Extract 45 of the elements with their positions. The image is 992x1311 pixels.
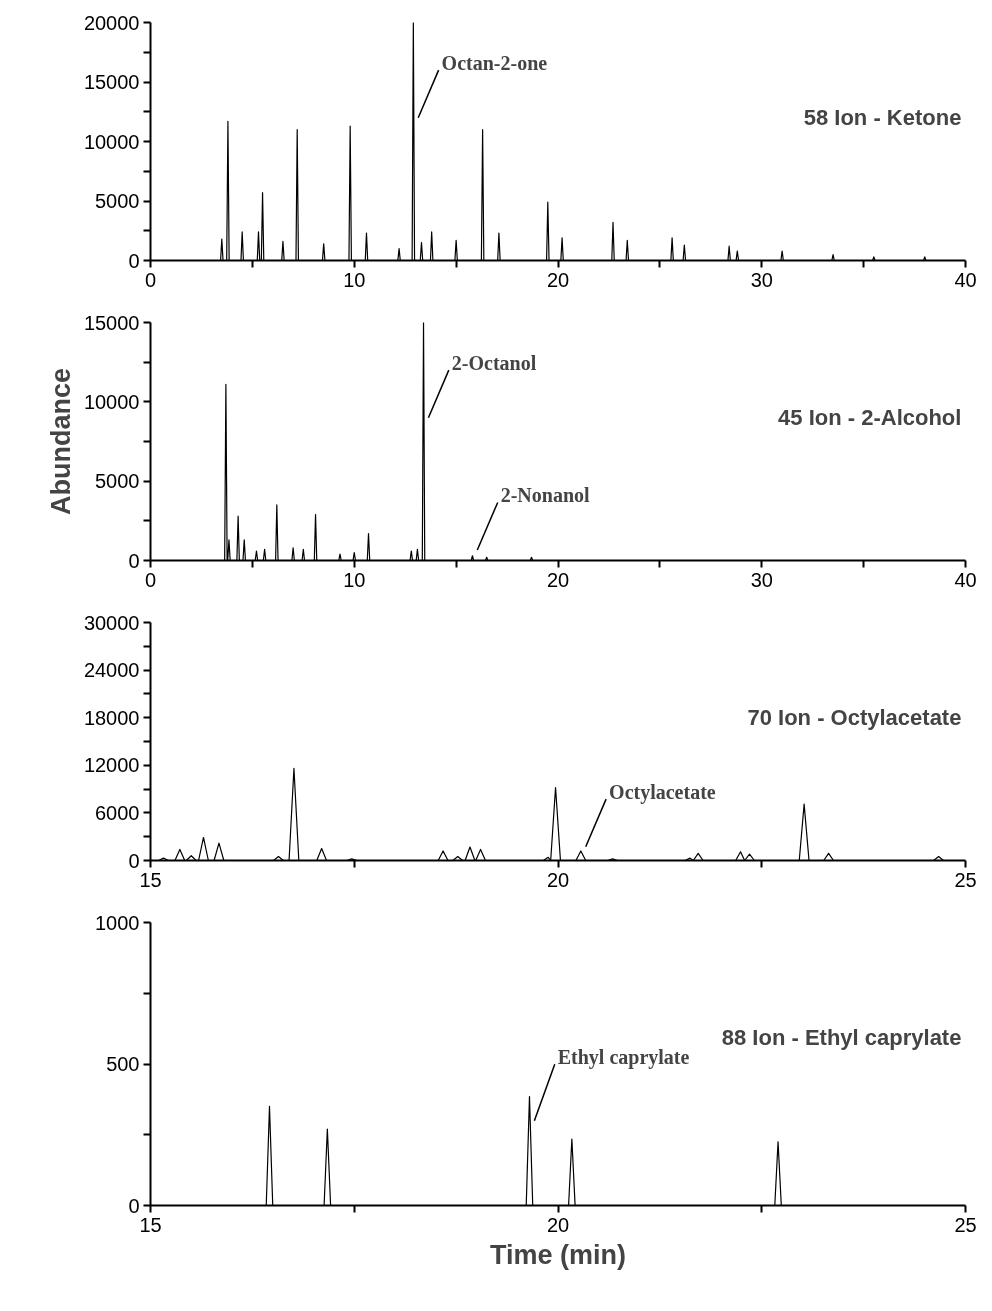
x-tick-label: 40	[954, 568, 977, 591]
annotation: 2-Octanol	[451, 352, 537, 375]
x-tick-label: 0	[144, 268, 157, 291]
text: 88 Ion - Ethyl caprylate	[721, 1024, 962, 1050]
y-tick-label: 18000	[83, 706, 140, 729]
y-tick-label: 10000	[83, 130, 140, 153]
annotation: 2-Nonanol	[500, 484, 591, 507]
y-tick-label: 500	[106, 1053, 140, 1075]
text: 45 Ion - 2-Alcohol	[778, 404, 962, 430]
x-axis-title: Time (min)	[489, 1239, 627, 1270]
x-tick-label: 0	[144, 568, 157, 591]
x-tick-label: 20	[546, 868, 570, 891]
y-tick-label: 15000	[83, 311, 140, 334]
y-tick-label: 1000	[95, 911, 140, 934]
annotation: Octan-2-one	[441, 52, 548, 75]
y-tick-label: 15000	[83, 71, 140, 93]
y-tick-label: 5000	[95, 190, 140, 212]
x-tick-label: 15	[139, 868, 162, 891]
annotation: Ethyl caprylate	[557, 1046, 690, 1070]
x-tick-label: 25	[954, 1213, 977, 1236]
y-tick-label: 0	[128, 849, 140, 872]
y-tick-label: 0	[128, 249, 140, 272]
text: 70 Ion - Octylacetate	[747, 704, 962, 730]
y-tick-label: 10000	[83, 390, 140, 413]
x-tick-label: 15	[139, 1213, 162, 1236]
x-tick-label: 30	[750, 268, 773, 291]
x-tick-label: 40	[954, 268, 977, 291]
x-tick-label: 20	[546, 1213, 570, 1236]
y-axis-title: Abundance	[45, 367, 76, 516]
y-tick-label: 24000	[83, 659, 140, 682]
y-tick-label: 12000	[83, 754, 140, 777]
x-tick-label: 10	[343, 268, 366, 291]
y-tick-label: 0	[128, 1194, 140, 1217]
y-tick-label: 0	[128, 549, 140, 572]
x-tick-label: 30	[750, 568, 773, 591]
x-tick-label: 25	[954, 868, 977, 891]
x-tick-label: 20	[546, 268, 570, 291]
annotation: Octylacetate	[609, 781, 716, 805]
y-tick-label: 6000	[95, 801, 140, 824]
y-tick-label: 20000	[83, 11, 140, 34]
x-tick-label: 20	[546, 568, 570, 591]
x-tick-label: 10	[343, 568, 366, 591]
y-tick-label: 30000	[83, 611, 140, 634]
y-tick-label: 5000	[95, 470, 140, 493]
text: 58 Ion - Ketone	[803, 104, 962, 130]
